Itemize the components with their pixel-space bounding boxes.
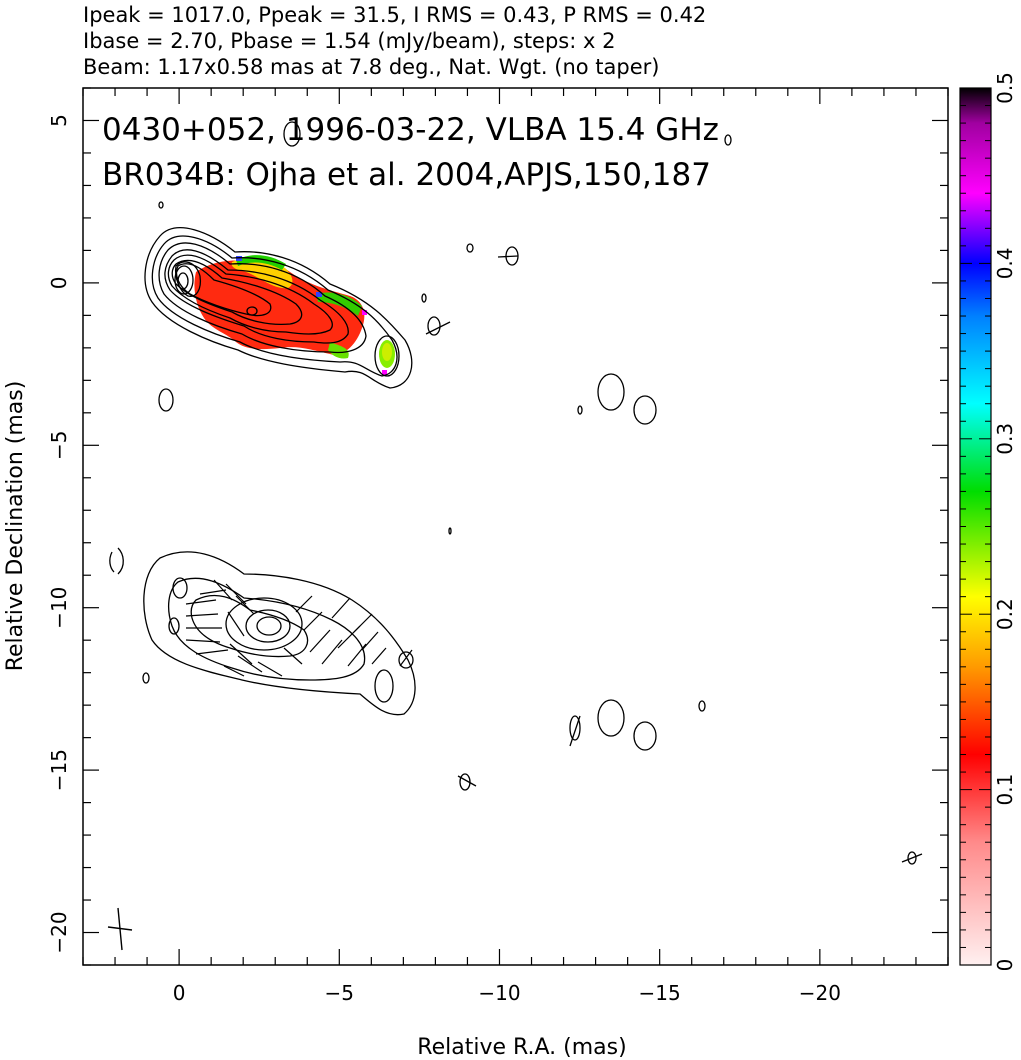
y-axis-label: Relative Declination (mas)	[3, 381, 28, 672]
colorbar-tick-label: 0.3	[993, 423, 1017, 455]
x-tick-label: −15	[639, 981, 681, 1005]
colorbar-tick-label: 0.1	[993, 774, 1017, 806]
colorbar-ticks: 0 0.1 0.2 0.3 0.4 0.5	[960, 72, 1017, 971]
colorbar-tick-label: 0.4	[993, 247, 1017, 279]
fractional-polarization-map	[194, 255, 395, 375]
y-tick-label: −15	[47, 749, 71, 791]
colorbar-tick-label: 0	[993, 959, 1017, 972]
lower-contours	[109, 547, 923, 865]
header-line-1: Ipeak = 1017.0, Ppeak = 31.5, I RMS = 0.…	[83, 3, 706, 27]
x-axis: 0 −5 −10 −15 −20	[82, 88, 949, 1005]
pol-patch-bottom	[328, 342, 349, 359]
y-axis: 5 0 −5 −10 −15 −20	[47, 87, 948, 966]
colorbar-tick-label: 0.2	[993, 598, 1017, 630]
y-tick-label: 0	[47, 277, 71, 290]
beam-indicator	[107, 907, 133, 951]
colorbar-tick-label: 0.5	[993, 72, 1017, 104]
polarization-vectors	[185, 579, 413, 677]
x-tick-label: −20	[799, 981, 841, 1005]
header-line-2: Ibase = 2.70, Pbase = 1.54 (mJy/beam), s…	[83, 29, 615, 53]
x-tick-label: −10	[478, 981, 520, 1005]
header-line-3: Beam: 1.17x0.58 mas at 7.8 deg., Nat. Wg…	[83, 55, 659, 79]
plot-area	[107, 121, 923, 951]
x-tick-label: 0	[173, 981, 186, 1005]
annotation-source: 0430+052, 1996-03-22, VLBA 15.4 GHz	[102, 112, 719, 148]
pol-patch-knot2	[316, 292, 362, 316]
pol-patch-edge-green	[236, 255, 286, 270]
y-tick-label: −5	[47, 431, 71, 460]
y-tick-label: 5	[47, 114, 71, 127]
annotation-reference: BR034B: Ojha et al. 2004,APJS,150,187	[102, 157, 711, 193]
plot-frame	[82, 87, 949, 966]
y-tick-label: −20	[47, 911, 71, 953]
x-tick-label: −5	[325, 981, 354, 1005]
x-axis-label: Relative R.A. (mas)	[417, 1035, 626, 1060]
y-tick-label: −10	[47, 587, 71, 629]
pol-patch-main	[194, 260, 365, 355]
upper-contours	[144, 121, 732, 535]
